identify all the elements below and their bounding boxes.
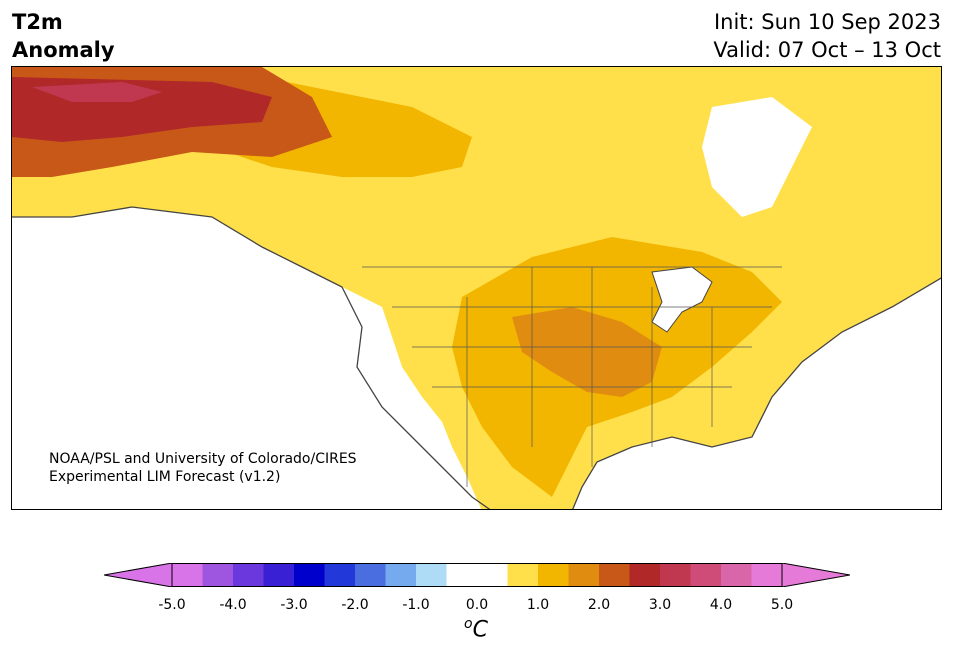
- colorbar-tick-label: 2.0: [587, 597, 611, 613]
- unit-superscript: o: [464, 616, 473, 632]
- colorbar-under-arrow: [104, 563, 173, 587]
- colorbar-segment: [599, 563, 630, 587]
- colorbar-segment: [477, 563, 508, 587]
- anomaly-2-0-region: [512, 307, 662, 397]
- state-borders: [362, 266, 782, 487]
- colorbar-tick-label: 4.0: [709, 597, 733, 613]
- colorbar-over-arrow: [781, 563, 850, 587]
- colorbar-segment: [355, 563, 386, 587]
- map-canvas: [12, 67, 941, 509]
- colorbar-segment: [568, 563, 600, 587]
- anomaly-0-5-region: [12, 67, 941, 509]
- colorbar-segment: [416, 563, 447, 587]
- map-title: T2m Anomaly: [12, 8, 115, 64]
- colorbar-segment: [446, 563, 478, 587]
- colorbar-tick-label: 5.0: [770, 597, 794, 613]
- colorbar-segment: [629, 563, 661, 587]
- colorbar-segment: [751, 563, 783, 587]
- title-line-1: T2m: [12, 10, 63, 34]
- west-coast-neutral: [12, 207, 482, 509]
- credit-line-1: NOAA/PSL and University of Colorado/CIRE…: [49, 451, 357, 467]
- anomaly-3-5-region: [32, 82, 162, 102]
- unit-letter: C: [472, 617, 488, 643]
- colorbar-segment: [233, 563, 264, 587]
- colorbar-segment: [172, 563, 203, 587]
- colorbar-segment: [690, 563, 722, 587]
- east-ocean-water: [752, 278, 941, 509]
- gulf-water: [572, 437, 772, 509]
- colorbar-tick-label: -4.0: [219, 597, 247, 613]
- colorbar-segment: [660, 563, 691, 587]
- colorbar-unit: oC: [464, 616, 488, 642]
- colorbar: [104, 563, 850, 587]
- colorbar-segment: [721, 563, 752, 587]
- credit-line-2: Experimental LIM Forecast (v1.2): [49, 469, 281, 485]
- coastline: [12, 206, 941, 509]
- colorbar-segment: [385, 563, 417, 587]
- colorbar-segment: [507, 563, 539, 587]
- colorbar-tick-label: -3.0: [280, 597, 308, 613]
- colorbar-tick-label: 1.0: [526, 597, 550, 613]
- init-date: Init: Sun 10 Sep 2023: [713, 10, 941, 34]
- colorbar-ticks: -5.0 -4.0 -3.0 -2.0 -1.0 0.0 1.0 2.0 3.0 4.0 5.0: [0, 597, 953, 617]
- colorbar-tick-label: -5.0: [158, 597, 186, 613]
- hudson-bay-water: [702, 97, 812, 217]
- colorbar-segment: [538, 563, 569, 587]
- credit-text: NOAA/PSL and University of Colorado/CIRE…: [49, 450, 357, 486]
- colorbar-frame: [171, 563, 783, 587]
- anomaly-map: NOAA/PSL and University of Colorado/CIRE…: [11, 66, 942, 510]
- colorbar-tick-label: -1.0: [402, 597, 430, 613]
- valid-dates: Valid: 07 Oct – 13 Oct: [713, 38, 941, 62]
- colorbar-segment: [294, 563, 325, 587]
- colorbar-tick-label: 0.0: [465, 597, 489, 613]
- colorbar-segment: [202, 563, 234, 587]
- title-line-2: Anomaly: [12, 38, 115, 62]
- colorbar-segment: [324, 563, 356, 587]
- colorbar-tick-label: -2.0: [341, 597, 369, 613]
- colorbar-segment: [263, 563, 295, 587]
- colorbar-tick-label: 3.0: [648, 597, 672, 613]
- great-lakes: [651, 266, 713, 333]
- forecast-dates: Init: Sun 10 Sep 2023 Valid: 07 Oct – 13…: [713, 8, 941, 64]
